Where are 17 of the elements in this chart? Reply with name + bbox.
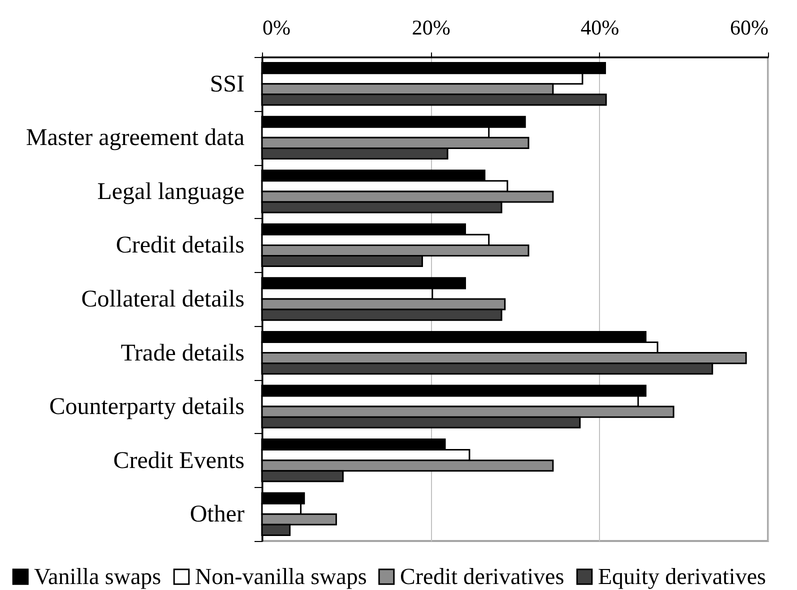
y-tick-label: SSI: [210, 71, 245, 98]
legend-label: Credit derivatives: [400, 564, 564, 589]
y-tick-label: Collateral details: [81, 286, 244, 312]
x-tick-label: 20%: [412, 16, 450, 40]
y-tick-label: Master agreement data: [26, 125, 245, 152]
y-tick-label: Other: [190, 502, 244, 528]
legend-label: Vanilla swaps: [34, 564, 162, 589]
x-tick-label: 0%: [262, 16, 290, 40]
legend-label: Equity derivatives: [598, 564, 766, 589]
y-tick-label: Credit Events: [113, 448, 244, 474]
y-tick-label: Counterparty details: [49, 394, 244, 420]
x-tick-label: 60%: [730, 16, 768, 40]
y-tick-label: Legal language: [97, 178, 244, 205]
y-tick-label: Trade details: [120, 340, 244, 366]
legend-label: Non-vanilla swaps: [195, 564, 367, 589]
x-tick-label: 40%: [580, 16, 620, 40]
y-tick-label: Credit details: [116, 232, 244, 259]
